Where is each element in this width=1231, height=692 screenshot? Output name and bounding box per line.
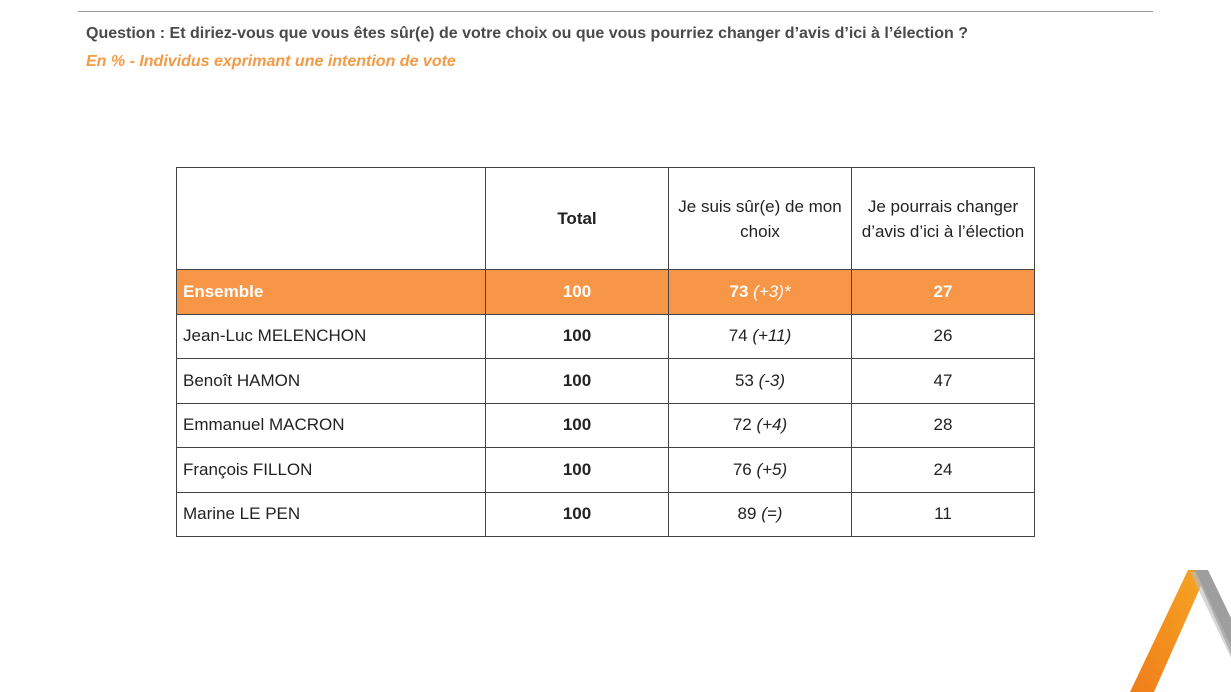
header-cell-total: Total: [485, 167, 669, 270]
row-name: Emmanuel MACRON: [176, 402, 486, 448]
row-total: 100: [485, 313, 669, 359]
sure-delta: (-3): [758, 370, 786, 390]
table-row: Jean-Luc MELENCHON 100 74 (+11) 26: [176, 313, 1035, 359]
question-text: Question : Et diriez-vous que vous êtes …: [86, 25, 968, 42]
row-change: 27: [851, 269, 1035, 315]
sure-delta: (=): [761, 504, 783, 524]
subtitle-text: En % - Individus exprimant une intention…: [86, 53, 456, 70]
row-name: François FILLON: [176, 447, 486, 493]
brand-logo-icon: [1130, 570, 1231, 692]
top-divider: [78, 11, 1153, 12]
sure-value: 73: [729, 281, 749, 301]
row-total: 100: [485, 358, 669, 404]
row-sure: 76 (+5): [668, 447, 852, 493]
row-change: 11: [851, 491, 1035, 537]
header-cell-sure: Je suis sûr(e) de mon choix: [668, 167, 852, 270]
row-total: 100: [485, 269, 669, 315]
sure-value: 76: [732, 459, 752, 479]
header-cell-empty: [176, 167, 486, 270]
row-change: 24: [851, 447, 1035, 493]
header-cell-change: Je pourrais changer d’avis d’ici à l’éle…: [851, 167, 1035, 270]
sure-value: 72: [732, 415, 752, 435]
row-change: 26: [851, 313, 1035, 359]
sure-delta: (+4): [756, 415, 788, 435]
row-sure: 72 (+4): [668, 402, 852, 448]
row-change: 28: [851, 402, 1035, 448]
row-name: Marine LE PEN: [176, 491, 486, 537]
row-total: 100: [485, 447, 669, 493]
sure-delta: (+11): [752, 326, 792, 346]
sure-value: 89: [737, 504, 757, 524]
row-sure: 73 (+3)*: [668, 269, 852, 315]
row-total: 100: [485, 491, 669, 537]
sure-delta: (+5): [756, 459, 788, 479]
results-table: Total Je suis sûr(e) de mon choix Je pou…: [176, 167, 1035, 537]
row-sure: 53 (-3): [668, 358, 852, 404]
row-sure: 74 (+11): [668, 313, 852, 359]
row-name: Benoît HAMON: [176, 358, 486, 404]
row-change: 47: [851, 358, 1035, 404]
table-row: Benoît HAMON 100 53 (-3) 47: [176, 358, 1035, 404]
row-sure: 89 (=): [668, 491, 852, 537]
table-header-row: Total Je suis sûr(e) de mon choix Je pou…: [176, 167, 1035, 270]
table-row: Marine LE PEN 100 89 (=) 11: [176, 491, 1035, 537]
row-name: Ensemble: [176, 269, 486, 315]
table-row-ensemble: Ensemble 100 73 (+3)* 27: [176, 269, 1035, 315]
row-total: 100: [485, 402, 669, 448]
sure-value: 53: [734, 370, 754, 390]
table-row: François FILLON 100 76 (+5) 24: [176, 447, 1035, 493]
sure-delta: (+3)*: [753, 281, 791, 301]
sure-value: 74: [728, 326, 748, 346]
row-name: Jean-Luc MELENCHON: [176, 313, 486, 359]
table-row: Emmanuel MACRON 100 72 (+4) 28: [176, 402, 1035, 448]
